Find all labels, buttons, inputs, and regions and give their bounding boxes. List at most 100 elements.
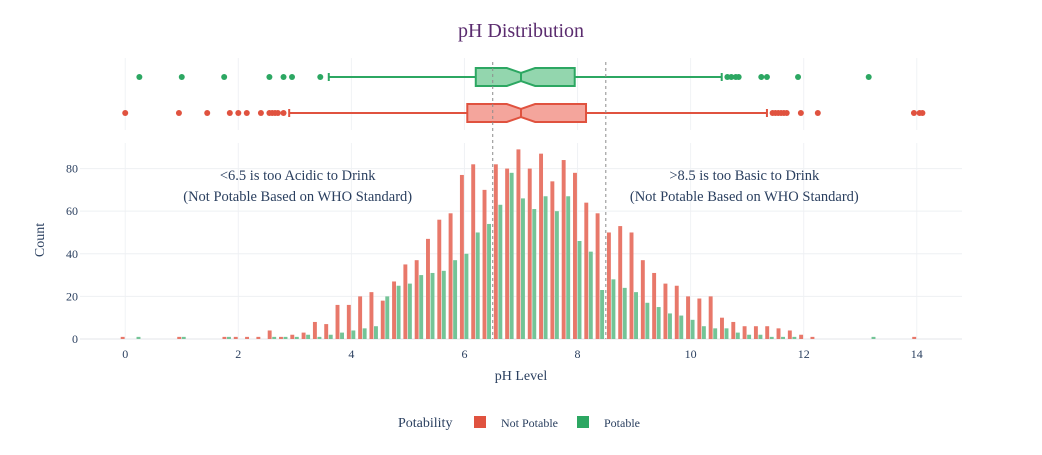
bar-not-potable — [550, 181, 555, 339]
outlier-point — [728, 74, 735, 80]
bar-not-potable — [256, 336, 261, 339]
box-body — [466, 103, 588, 123]
outlier-point — [865, 74, 872, 80]
y-tick-label: 0 — [72, 332, 78, 346]
outlier-point — [317, 74, 324, 80]
outlier-point — [122, 110, 129, 116]
annotations: <6.5 is too Acidic to Drink (Not Potable … — [183, 168, 859, 205]
bar-potable — [679, 315, 684, 339]
bar-not-potable — [708, 296, 713, 339]
bar-potable — [374, 326, 378, 339]
bar-not-potable — [787, 330, 792, 339]
histogram-bars — [120, 149, 917, 339]
legend-swatch-potable — [577, 416, 589, 428]
bar-not-potable — [471, 164, 476, 339]
x-tick-label: 12 — [798, 347, 810, 361]
bar-not-potable — [245, 336, 250, 339]
boxplot-panel — [122, 58, 926, 130]
bar-potable — [611, 279, 616, 339]
legend-label-potable: Potable — [604, 416, 640, 430]
bar-not-potable — [177, 336, 182, 339]
bar-not-potable — [324, 324, 329, 339]
bar-potable — [769, 336, 774, 339]
legend: Potability Not Potable Potable — [398, 416, 640, 431]
bar-not-potable — [663, 283, 668, 339]
bar-not-potable — [697, 298, 702, 339]
outlier-point — [136, 74, 143, 80]
outlier-point — [226, 110, 233, 116]
x-tick-label: 4 — [348, 347, 354, 361]
bar-potable — [701, 326, 706, 339]
bar-not-potable — [912, 336, 917, 339]
bar-potable — [634, 292, 638, 339]
outlier-point — [763, 74, 770, 80]
bar-potable — [283, 336, 288, 339]
bar-potable — [577, 241, 582, 339]
bar-not-potable — [448, 213, 453, 339]
bar-not-potable — [358, 296, 363, 339]
bar-not-potable — [618, 226, 623, 339]
bar-potable — [724, 328, 729, 339]
bar-potable — [747, 334, 752, 339]
y-tick-label: 20 — [66, 289, 78, 303]
bar-not-potable — [369, 292, 374, 339]
x-tick-label: 10 — [685, 347, 697, 361]
x-tick-label: 2 — [235, 347, 241, 361]
bar-not-potable — [279, 336, 283, 339]
x-axis-ticks: 0 2 4 6 8 10 12 14 — [122, 347, 923, 361]
x-tick-label: 0 — [122, 347, 128, 361]
y-axis-title: Count — [33, 223, 48, 257]
outlier-point — [178, 74, 185, 80]
bar-potable — [419, 275, 424, 339]
bar-not-potable — [731, 321, 736, 339]
bar-not-potable — [493, 164, 498, 339]
bar-not-potable — [459, 174, 464, 339]
bar-potable — [521, 198, 525, 339]
outlier-point — [280, 110, 287, 116]
y-tick-label: 40 — [66, 247, 78, 261]
bar-not-potable — [629, 232, 634, 339]
bar-potable — [430, 272, 435, 339]
bar-not-potable — [312, 321, 317, 339]
bar-not-potable — [595, 213, 600, 339]
outlier-point — [783, 110, 790, 116]
bar-potable — [227, 336, 231, 339]
outlier-point — [916, 110, 923, 116]
outlier-point — [204, 110, 211, 116]
bar-not-potable — [652, 272, 657, 339]
box-body — [474, 67, 576, 87]
bar-not-potable — [584, 202, 589, 339]
bar-not-potable — [527, 168, 532, 339]
bar-not-potable — [776, 328, 781, 339]
bar-not-potable — [380, 300, 385, 339]
bar-not-potable — [414, 260, 419, 339]
bar-not-potable — [753, 326, 758, 339]
outlier-point — [221, 74, 228, 80]
outlier-point — [274, 110, 281, 116]
reference-lines — [492, 62, 607, 339]
bar-potable — [690, 319, 695, 339]
bar-not-potable — [301, 332, 306, 339]
bar-not-potable — [505, 168, 510, 339]
bar-potable — [306, 334, 311, 339]
outlier-point — [795, 74, 802, 80]
bar-not-potable — [742, 326, 747, 339]
outlier-point — [257, 110, 264, 116]
bar-potable — [622, 287, 627, 339]
y-axis-ticks: 0 20 40 60 80 — [66, 162, 78, 346]
bar-potable — [871, 336, 876, 339]
outlier-point — [814, 110, 821, 116]
bar-not-potable — [120, 336, 125, 339]
bar-potable — [441, 270, 446, 339]
bar-potable — [294, 336, 299, 339]
bar-not-potable — [346, 304, 351, 339]
annotation-text: (Not Potable Based on WHO Standard) — [630, 189, 859, 205]
boxplot-not-potable — [122, 103, 926, 123]
outlier-point — [175, 110, 182, 116]
bar-potable — [758, 334, 763, 339]
bar-not-potable — [573, 172, 577, 339]
bar-not-potable — [482, 189, 487, 339]
bar-not-potable — [810, 336, 815, 339]
